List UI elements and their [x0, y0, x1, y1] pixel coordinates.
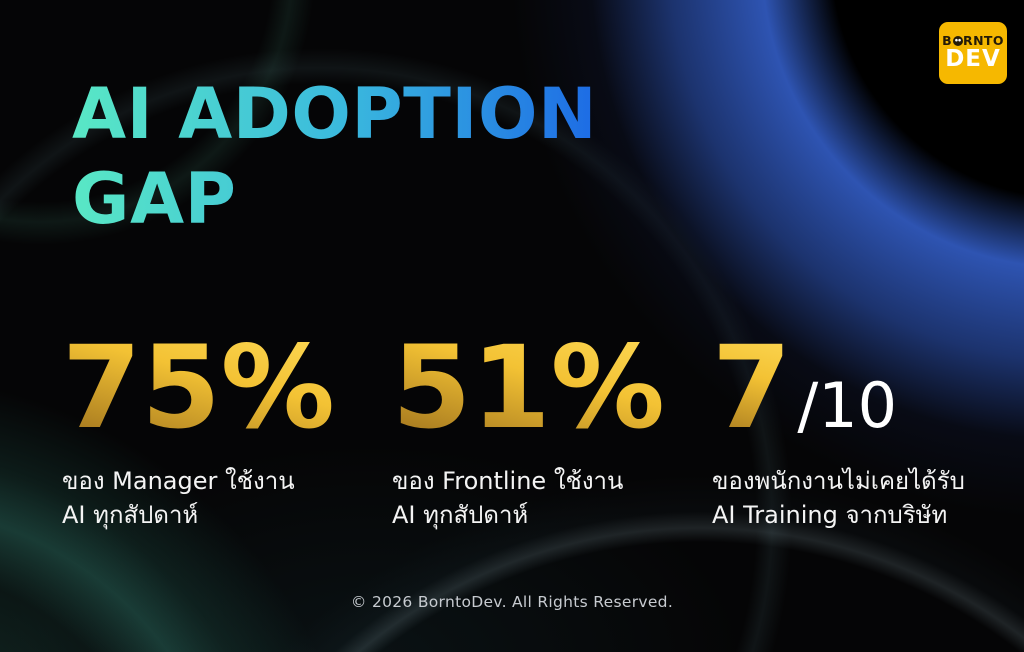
stat-training-suffix: /10 [797, 369, 898, 442]
stat-training-caption-line1: ของพนักงานไม่เคยได้รับ [712, 466, 965, 495]
stat-managers-number: 75% [62, 321, 335, 454]
stat-frontline: 51% ของ Frontline ใช้งาน AI ทุกสัปดาห์ [392, 328, 712, 532]
stat-managers-caption-line1: ของ Manager ใช้งาน [62, 466, 295, 495]
stat-training-value: 7/10 [712, 328, 1024, 448]
logo-wordmark-top: B RNTO [942, 32, 1004, 48]
copyright-text: © 2026 BorntoDev. All Rights Reserved. [350, 593, 674, 611]
page-title-line1: AI ADOPTION [72, 73, 598, 155]
stat-frontline-value: 51% [392, 328, 712, 448]
stat-frontline-caption-line1: ของ Frontline ใช้งาน [392, 466, 624, 495]
stat-managers-caption: ของ Manager ใช้งาน AI ทุกสัปดาห์ [62, 464, 392, 532]
stat-frontline-caption-line2: AI ทุกสัปดาห์ [392, 500, 529, 529]
stat-frontline-caption: ของ Frontline ใช้งาน AI ทุกสัปดาห์ [392, 464, 712, 532]
logo-wordmark-bottom: DEV [945, 46, 1001, 73]
stat-managers-caption-line2: AI ทุกสัปดาห์ [62, 500, 199, 529]
stat-frontline-number: 51% [392, 321, 665, 454]
stat-training-caption: ของพนักงานไม่เคยได้รับ AI Training จากบร… [712, 464, 1024, 532]
stat-training-number: 7 [712, 321, 792, 454]
stats-row: 75% ของ Manager ใช้งาน AI ทุกสัปดาห์ 51%… [62, 328, 1024, 532]
stat-training: 7/10 ของพนักงานไม่เคยได้รับ AI Training … [712, 328, 1024, 532]
logo-mascot-o-icon [952, 36, 963, 46]
logo-text-pre: B [942, 32, 953, 48]
page-title: AI ADOPTION GAP [72, 72, 597, 241]
page-title-line2: GAP [72, 157, 237, 240]
stat-training-caption-line2: AI Training จากบริษัท [712, 500, 948, 529]
stat-managers-value: 75% [62, 328, 392, 448]
borntodev-logo: B RNTO DEV [939, 22, 1007, 84]
logo-text-post: RNTO [963, 32, 1004, 48]
stat-managers: 75% ของ Manager ใช้งาน AI ทุกสัปดาห์ [62, 328, 392, 532]
